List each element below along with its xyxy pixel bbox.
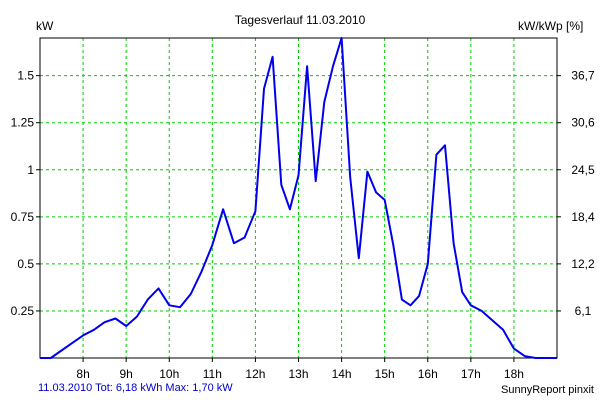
brand-text: SunnyReport pinxit (501, 384, 594, 396)
left-axis-unit: kW (36, 19, 54, 33)
y-tick-label-left: 0.5 (17, 257, 34, 271)
y-tick-label-left: 0.75 (11, 210, 35, 224)
chart-title: Tagesverlauf 11.03.2010 (234, 13, 366, 27)
tick-labels: 8h 9h 10h 11h 12h 13h 14h 15h 16h 17h 18h 0.25 6,1 0.… (11, 69, 595, 381)
y-tick-label-right: 18,4 (571, 210, 595, 224)
y-tick-label-left: 1.25 (11, 116, 35, 130)
right-axis-unit: kW/kWp [%] (518, 19, 584, 33)
x-tick-label: 8h (76, 367, 89, 381)
y-tick-label-right: 24,5 (571, 163, 595, 177)
x-tick-label: 13h (288, 367, 308, 381)
y-tick-label-left: 1 (27, 163, 34, 177)
y-tick-label-right: 6,1 (575, 304, 592, 318)
series-line (40, 37, 557, 359)
x-tick-label: 12h (245, 367, 265, 381)
x-tick-label: 18h (504, 367, 524, 381)
summary-text: 11.03.2010 Tot: 6,18 kWh Max: 1,70 kW (38, 382, 233, 394)
y-tick-label-left: 1.5 (17, 69, 34, 83)
x-tick-label: 11h (203, 367, 222, 381)
x-tick-label: 10h (159, 367, 179, 381)
y-tick-label-right: 12,2 (571, 257, 595, 271)
y-tick-label-right: 36,7 (571, 69, 595, 83)
y-tick-label-right: 30,6 (571, 116, 595, 130)
y-tick-label-left: 0.25 (11, 304, 35, 318)
x-tick-label: 9h (119, 367, 132, 381)
x-tick-label: 17h (461, 367, 481, 381)
x-tick-label: 14h (332, 367, 352, 381)
x-tick-label: 15h (375, 367, 395, 381)
x-tick-label: 16h (418, 367, 438, 381)
ticks (36, 75, 561, 362)
